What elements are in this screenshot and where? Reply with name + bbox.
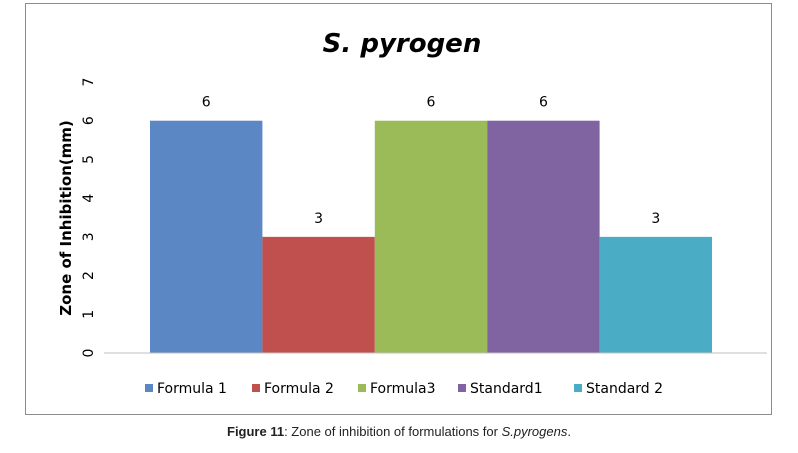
caption-label: Figure 11: [227, 424, 285, 439]
figure-caption: Figure 11: Zone of inhibition of formula…: [0, 424, 798, 439]
y-ticks: 0 1 2 3 4 5 6 7: [81, 78, 97, 358]
legend-label: Standard1: [470, 381, 543, 397]
y-tick-label: 2: [81, 271, 97, 280]
legend: Formula 1 Formula 2 Formula3 Standard1 Stand…: [145, 381, 663, 397]
legend-swatch: [252, 384, 260, 392]
caption-text: : Zone of inhibition of formulations for: [284, 424, 502, 439]
y-axis-label: Zone of Inhibition(mm): [57, 120, 75, 316]
legend-swatch: [145, 384, 153, 392]
bar: [487, 120, 600, 353]
data-label: 6: [202, 95, 211, 111]
bar: [150, 120, 263, 353]
y-tick-label: 3: [81, 232, 97, 241]
legend-swatch: [574, 384, 582, 392]
caption-end: .: [567, 424, 571, 439]
legend-label: Formula 1: [157, 381, 227, 397]
data-label: 6: [539, 95, 548, 111]
legend-label: Standard 2: [586, 381, 663, 397]
legend-label: Formula 2: [264, 381, 334, 397]
y-tick-label: 1: [81, 310, 97, 319]
bars: [150, 120, 712, 353]
bar: [374, 120, 488, 353]
y-tick-label: 4: [81, 194, 97, 203]
y-tick-label: 5: [81, 155, 97, 164]
bar: [599, 236, 712, 353]
data-label: 3: [314, 211, 323, 227]
data-label: 3: [651, 211, 660, 227]
legend-label: Formula3: [370, 381, 436, 397]
caption-species: S.pyrogens: [501, 424, 568, 439]
legend-swatch: [458, 384, 466, 392]
y-tick-label: 0: [81, 349, 97, 358]
bar: [262, 236, 375, 353]
y-tick-label: 7: [81, 78, 97, 87]
chart-title: S. pyrogen: [323, 29, 482, 59]
legend-swatch: [358, 384, 366, 392]
y-tick-label: 6: [81, 116, 97, 125]
data-label: 6: [427, 95, 436, 111]
data-labels: 6 3 6 6 3: [202, 95, 661, 227]
